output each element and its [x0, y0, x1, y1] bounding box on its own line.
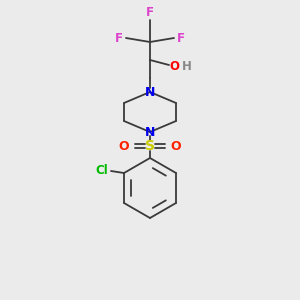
Text: H: H [182, 59, 192, 73]
Text: Cl: Cl [96, 164, 108, 178]
Text: F: F [115, 32, 123, 44]
Text: O: O [169, 59, 179, 73]
Text: S: S [145, 139, 155, 153]
Text: F: F [177, 32, 185, 44]
Text: O: O [119, 140, 129, 152]
Text: O: O [171, 140, 181, 152]
Text: N: N [145, 85, 155, 98]
Text: N: N [145, 125, 155, 139]
Text: F: F [146, 7, 154, 20]
